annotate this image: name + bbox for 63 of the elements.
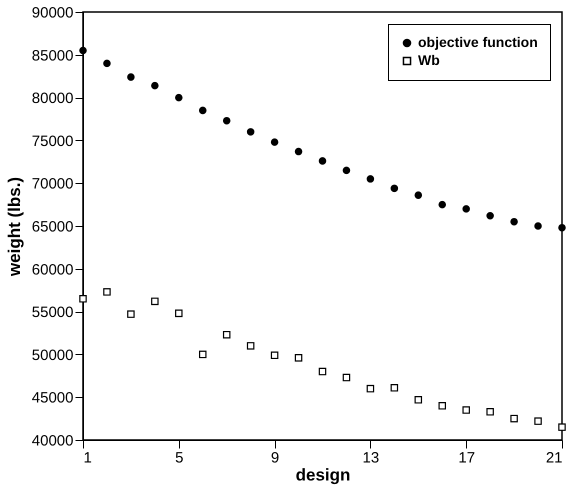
point — [510, 414, 518, 422]
point — [222, 116, 230, 124]
point — [558, 423, 566, 431]
y-tick-label: 80000 — [32, 90, 74, 108]
point — [318, 157, 326, 165]
point — [486, 212, 494, 220]
point — [462, 406, 470, 414]
point — [438, 402, 446, 410]
point — [127, 73, 135, 81]
y-tick-label: 65000 — [32, 218, 74, 236]
y-tick-label: 40000 — [32, 432, 74, 450]
point — [270, 138, 278, 146]
point — [222, 330, 230, 338]
x-tick-label: 13 — [362, 450, 380, 466]
y-tick-label: 60000 — [32, 261, 74, 278]
x-tick-label: 17 — [458, 450, 476, 466]
point — [462, 205, 470, 213]
point — [414, 396, 422, 404]
x-tick-label: 9 — [270, 450, 280, 466]
point — [79, 295, 87, 303]
point — [103, 288, 111, 296]
point — [198, 350, 207, 358]
point — [198, 106, 207, 114]
y-tick-label: 90000 — [32, 4, 74, 22]
point — [246, 128, 254, 136]
point — [414, 191, 422, 199]
y-axis-title: weight (lbs.) — [4, 176, 24, 278]
y-tick-label: 70000 — [32, 176, 74, 193]
point — [151, 82, 159, 90]
point — [294, 354, 302, 362]
point — [366, 175, 374, 183]
point — [79, 46, 87, 54]
point — [151, 298, 159, 306]
point — [246, 342, 254, 350]
x-tick-label: 5 — [175, 450, 184, 466]
point — [534, 417, 542, 425]
point — [175, 310, 183, 318]
point — [486, 408, 494, 416]
point — [175, 94, 183, 102]
point — [366, 384, 374, 392]
y-tick-label: 85000 — [32, 47, 74, 64]
point — [390, 384, 398, 392]
x-tick-label: 1 — [84, 450, 92, 466]
x-tick-label: 21 — [546, 450, 562, 466]
y-tick-label: 50000 — [32, 346, 74, 364]
point — [103, 60, 111, 68]
legend-label: Wb — [418, 52, 440, 68]
point — [342, 374, 350, 382]
point — [294, 148, 302, 156]
point — [342, 166, 350, 174]
point — [318, 368, 326, 376]
point — [534, 222, 542, 230]
point — [558, 224, 566, 232]
point — [390, 184, 398, 192]
y-tick-label: 45000 — [32, 390, 74, 407]
x-axis-title: design — [296, 466, 350, 484]
point — [270, 351, 278, 360]
y-tick-label: 55000 — [32, 304, 74, 322]
legend-label: objective function — [418, 34, 538, 50]
point — [127, 310, 135, 318]
point — [438, 200, 446, 208]
y-tick-label: 75000 — [32, 132, 74, 150]
point — [510, 218, 518, 226]
